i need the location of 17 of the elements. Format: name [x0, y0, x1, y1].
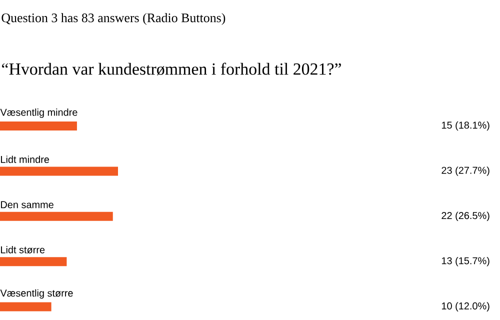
chart-title: Question 3 has 83 answers (Radio Buttons) — [2, 13, 226, 25]
bar — [0, 257, 67, 266]
y-tick-label: Den samme — [1, 201, 54, 208]
text: “Hvordan var kundestrømmen i forhold til 2021?” — [2, 62, 341, 76]
y-tick-label: Væsentlig større — [0, 289, 73, 299]
y-tick-label: Væsentlig mindre — [0, 108, 78, 118]
y-tick-label: Lidt større — [1, 246, 45, 254]
data-label: 10 (12.0%) — [442, 302, 490, 312]
data-label: 22 (26.5%) — [442, 212, 490, 222]
bar — [0, 212, 113, 221]
bar — [0, 302, 52, 312]
bar — [0, 166, 118, 176]
data-label: 23 (27.7%) — [442, 166, 490, 176]
data-label: 13 (15.7%) — [442, 256, 490, 266]
bar — [0, 122, 77, 131]
y-tick-label: Lidt mindre — [1, 156, 50, 164]
data-label: 15 (18.1%) — [442, 121, 490, 131]
